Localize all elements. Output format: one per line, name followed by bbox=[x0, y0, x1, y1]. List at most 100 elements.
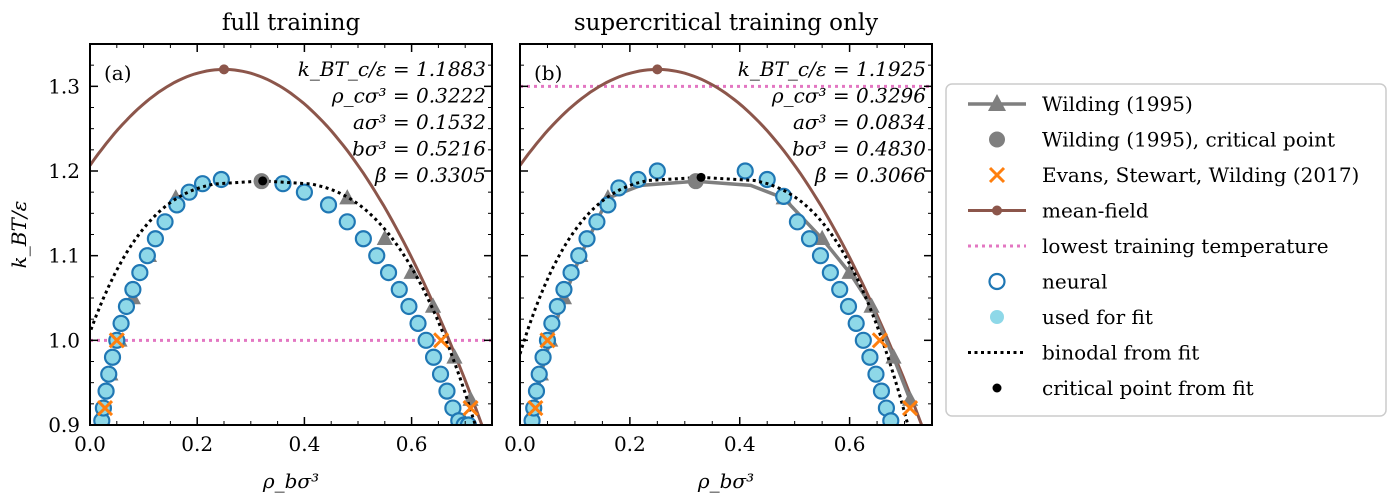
neural-marker bbox=[368, 247, 386, 265]
fit-parameter-annotation: ρ_cσ³ = 0.3296 bbox=[771, 84, 926, 108]
legend-entry: Wilding (1995) bbox=[968, 92, 1193, 116]
x-stroke bbox=[871, 332, 888, 349]
used-for-fit-marker bbox=[427, 350, 441, 364]
used-for-fit-marker bbox=[601, 198, 615, 212]
neural-marker bbox=[527, 382, 546, 400]
x-axis-label: ρ_bσ³ bbox=[262, 469, 319, 493]
x-stroke bbox=[539, 332, 556, 349]
legend-circle-icon bbox=[989, 131, 1005, 148]
neural-marker bbox=[338, 213, 356, 231]
x-tick-label: 0.0 bbox=[504, 432, 536, 456]
legend-entry: lowest training temperature bbox=[968, 234, 1329, 258]
neural-marker bbox=[530, 365, 548, 383]
used-for-fit-marker bbox=[370, 249, 384, 263]
used-for-fit-marker bbox=[297, 185, 311, 199]
neural-marker bbox=[138, 247, 156, 265]
fit-critical-point bbox=[696, 172, 706, 182]
used-for-fit-marker bbox=[564, 266, 578, 280]
x-stroke bbox=[901, 400, 919, 417]
evans-x-marker bbox=[527, 400, 544, 417]
used-for-fit-marker bbox=[580, 232, 594, 246]
neural-marker bbox=[274, 175, 292, 193]
used-for-fit-marker bbox=[276, 177, 290, 191]
used-for-fit-marker bbox=[119, 299, 133, 313]
used-for-fit-marker bbox=[823, 266, 837, 280]
used-for-fit-marker bbox=[760, 172, 774, 186]
legend-filled-circle-icon bbox=[990, 310, 1004, 324]
neural-marker bbox=[543, 314, 561, 332]
fit-parameter-annotation: ρ_cσ³ = 0.3222 bbox=[331, 84, 486, 108]
neural-marker bbox=[736, 162, 754, 180]
legend-triangle-icon bbox=[988, 94, 1006, 111]
neural-marker bbox=[534, 348, 552, 366]
neural-marker bbox=[839, 297, 858, 316]
x-axis-label: ρ_bσ³ bbox=[697, 469, 754, 493]
neural-marker bbox=[525, 399, 543, 417]
fit-parameter-annotation: bσ³ = 0.5216 bbox=[352, 137, 486, 161]
used-for-fit-marker bbox=[874, 384, 888, 398]
used-for-fit-marker bbox=[392, 283, 406, 297]
mean-field-curve bbox=[520, 67, 924, 425]
legend-entry: mean-field bbox=[968, 199, 1149, 223]
neural-marker bbox=[811, 247, 830, 265]
neural-marker bbox=[588, 213, 606, 231]
wilding-triangle-marker bbox=[376, 229, 393, 246]
used-for-fit-marker bbox=[612, 181, 626, 195]
legend: Wilding (1995) Wilding (1995), critical p… bbox=[945, 83, 1387, 417]
fit-parameter-annotation: β = 0.3066 bbox=[814, 163, 926, 187]
x-tick-label: 0.0 bbox=[74, 432, 106, 456]
used-for-fit-marker bbox=[545, 316, 559, 330]
legend-label: Wilding (1995) bbox=[1042, 92, 1193, 116]
panel-label: (b) bbox=[534, 61, 562, 85]
legend-label: mean-field bbox=[1042, 199, 1149, 223]
plot-area bbox=[90, 64, 492, 425]
used-for-fit-marker bbox=[813, 249, 827, 263]
neural-marker bbox=[94, 399, 113, 417]
used-for-fit-marker bbox=[95, 414, 109, 425]
neural-marker bbox=[788, 213, 807, 231]
y-tick-label: 1.1 bbox=[48, 244, 80, 268]
legend-label: used for fit bbox=[1042, 305, 1153, 329]
legend-entry: Evans, Stewart, Wilding (2017) bbox=[988, 163, 1359, 187]
evans-x-marker bbox=[108, 332, 125, 349]
neural-marker bbox=[861, 348, 879, 366]
neural-marker bbox=[97, 382, 115, 400]
wilding-triangle-marker bbox=[403, 263, 420, 279]
y-axis-label: k_BT/ε bbox=[7, 201, 31, 269]
used-for-fit-marker bbox=[356, 232, 370, 246]
legend-entry: Wilding (1995), critical point bbox=[989, 128, 1335, 152]
used-for-fit-marker bbox=[102, 367, 116, 381]
used-for-fit-marker bbox=[99, 384, 113, 398]
y-tick-label: 0.9 bbox=[48, 413, 80, 437]
neural-marker bbox=[562, 264, 580, 282]
used-for-fit-marker bbox=[869, 367, 883, 381]
used-for-fit-marker bbox=[532, 367, 546, 381]
fit-parameter-annotation: bσ³ = 0.4830 bbox=[792, 137, 926, 161]
used-for-fit-marker bbox=[631, 172, 645, 186]
neural-marker bbox=[108, 331, 126, 349]
neural-marker bbox=[112, 314, 130, 332]
used-for-fit-marker bbox=[382, 266, 396, 280]
neural-marker bbox=[821, 264, 839, 282]
y-tick-label: 1.3 bbox=[48, 74, 80, 98]
used-for-fit-marker bbox=[863, 350, 877, 364]
neural-marker bbox=[758, 170, 776, 189]
x-stroke bbox=[108, 332, 125, 349]
neural-marker bbox=[431, 365, 450, 383]
wilding-triangle-marker bbox=[841, 263, 858, 279]
legend-entry: neural bbox=[988, 270, 1107, 294]
neural-marker bbox=[438, 382, 456, 400]
used-for-fit-marker bbox=[114, 316, 128, 330]
legend-label: lowest training temperature bbox=[1042, 234, 1329, 258]
neural-marker bbox=[872, 382, 891, 400]
x-tick-label: 0.6 bbox=[834, 432, 866, 456]
used-for-fit-marker bbox=[148, 232, 162, 246]
neural-marker bbox=[775, 187, 793, 205]
neural-marker bbox=[295, 183, 313, 201]
used-for-fit-marker bbox=[434, 367, 448, 381]
fit-critical-point bbox=[258, 176, 268, 186]
neural-marker bbox=[455, 416, 473, 425]
used-for-fit-marker bbox=[856, 333, 870, 347]
evans-x-marker bbox=[901, 400, 919, 417]
x-stroke bbox=[96, 400, 114, 417]
